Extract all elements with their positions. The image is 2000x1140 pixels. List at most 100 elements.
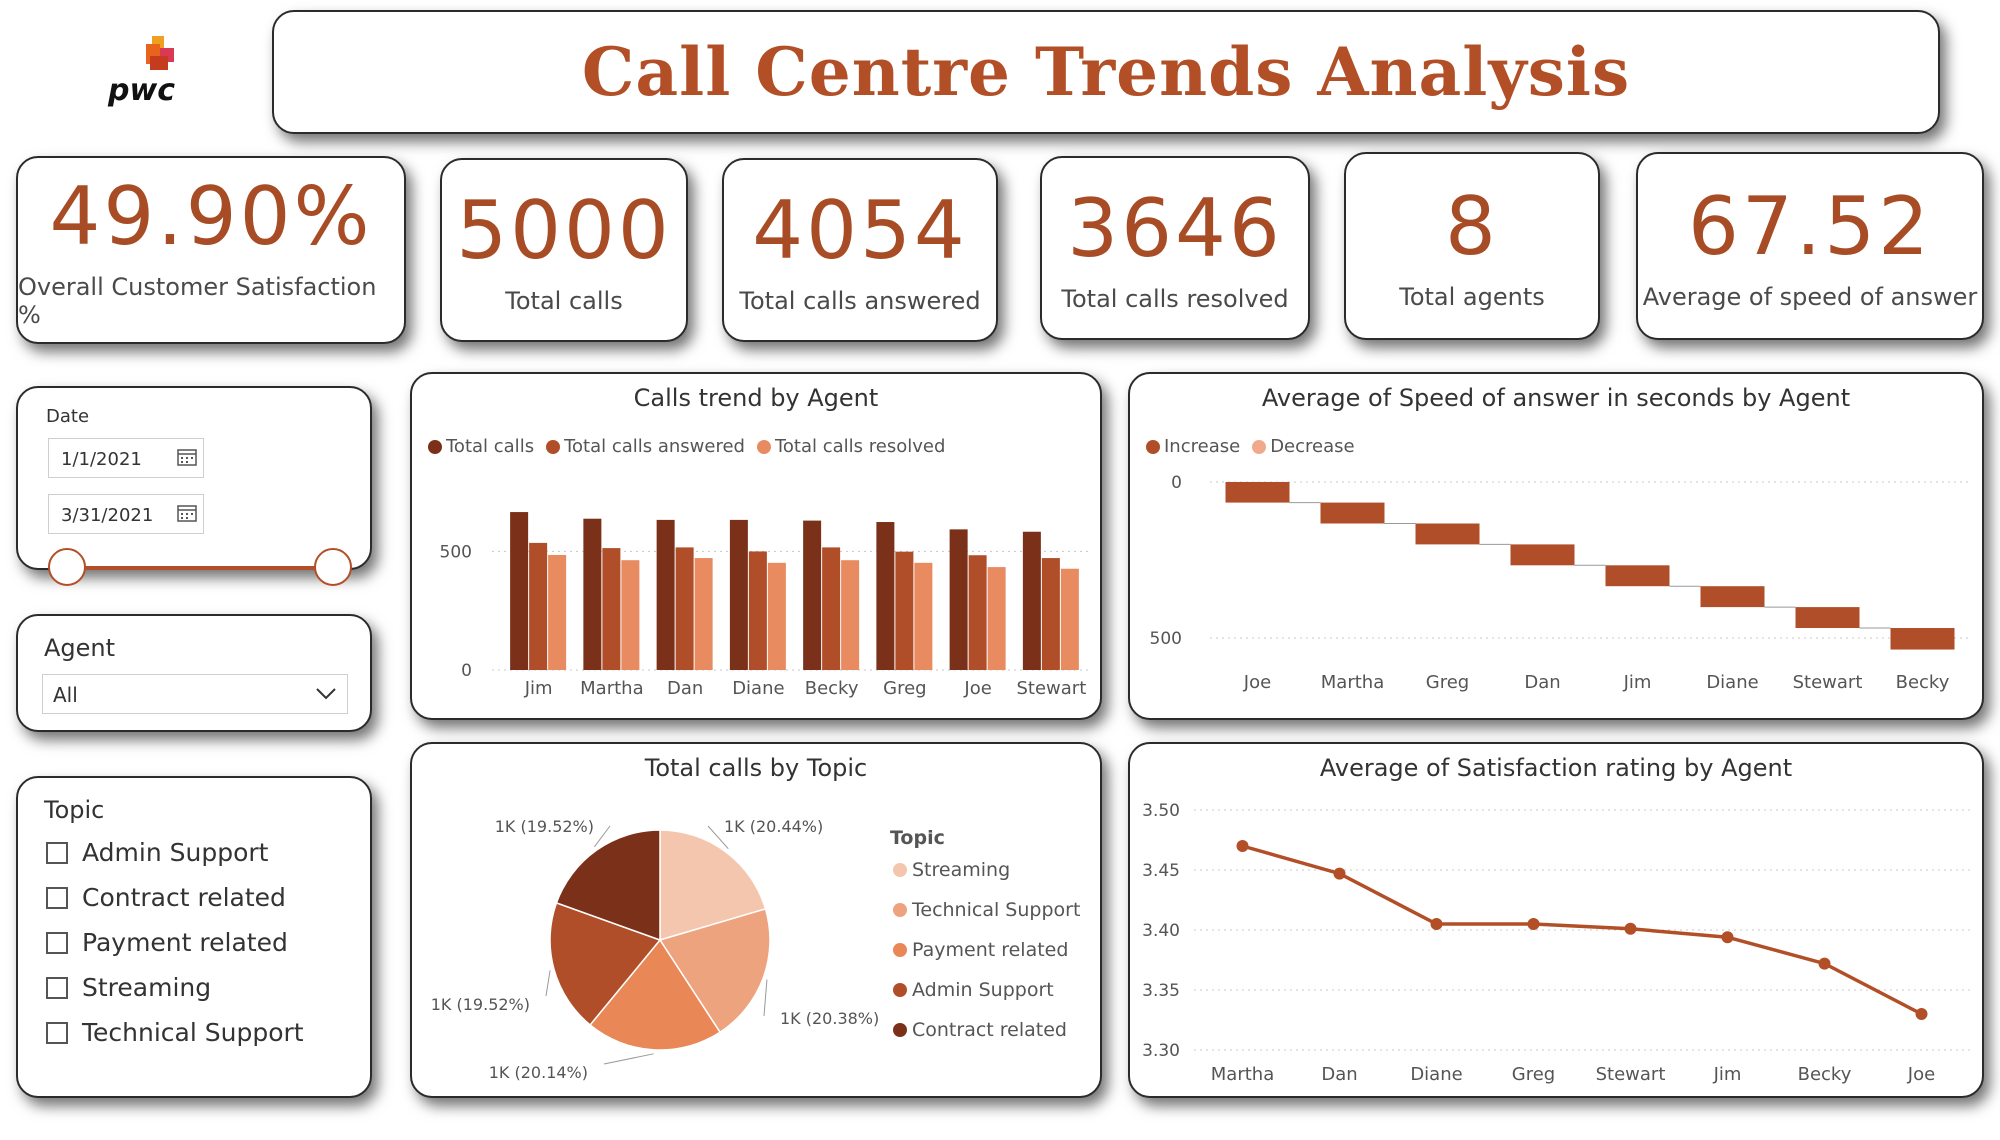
x-tick-label: Becky (1798, 1064, 1852, 1085)
kpi-value: 4054 (752, 184, 968, 277)
data-point (1333, 867, 1346, 880)
date-range-end-handle[interactable] (314, 548, 352, 586)
topic-option-label: Technical Support (82, 1018, 304, 1047)
pie-slice (549, 901, 662, 1026)
bar (621, 560, 640, 670)
bar (694, 558, 713, 670)
checkbox[interactable] (46, 841, 68, 864)
x-tick-label: Jim (1713, 1064, 1742, 1085)
kpi-label: Overall Customer Satisfaction % (18, 273, 377, 329)
calendar-icon[interactable] (177, 504, 197, 522)
legend-item[interactable]: Total calls (428, 436, 534, 457)
checkbox[interactable] (46, 931, 68, 954)
waterfall-bar (1225, 482, 1290, 503)
slice-label: 1K (20.44%) (724, 817, 823, 836)
bar (602, 548, 621, 670)
calendar-icon[interactable] (177, 448, 197, 466)
agent-slicer: Agent All (16, 614, 372, 732)
x-tick-label: Becky (805, 678, 859, 699)
kpi-card-calls-resolved: 3646 Total calls resolved (1040, 156, 1310, 340)
legend-label: Total calls answered (564, 436, 745, 457)
legend-item[interactable]: Total calls answered (546, 436, 745, 457)
pwc-logo: pwc (104, 32, 194, 112)
agent-dropdown-value: All (53, 683, 78, 707)
agent-dropdown[interactable]: All (42, 674, 348, 714)
date-range-track[interactable] (68, 566, 340, 570)
leader-line (603, 1053, 654, 1065)
x-tick-label: Dan (1524, 672, 1560, 693)
topic-option-payment-related[interactable]: Payment related (46, 928, 288, 957)
bar (1060, 568, 1079, 670)
series-line (1242, 844, 1923, 1016)
kpi-card-total-agents: 8 Total agents (1344, 152, 1600, 340)
legend-label: Streaming (912, 859, 1010, 881)
legend-item[interactable]: Decrease (1252, 436, 1355, 457)
x-tick-label: Joe (1907, 1064, 1935, 1085)
topic-option-label: Payment related (82, 928, 288, 957)
satisfaction-chart-card: Average of Satisfaction rating by Agent … (1128, 742, 1984, 1098)
topic-option-streaming[interactable]: Streaming (46, 973, 211, 1002)
topic-option-admin-support[interactable]: Admin Support (46, 838, 268, 867)
topic-slicer-label: Topic (44, 796, 105, 824)
start-date-value: 1/1/2021 (61, 449, 142, 470)
x-tick-label: Diane (1706, 672, 1758, 693)
leader-line (707, 825, 729, 850)
kpi-value: 67.52 (1687, 180, 1933, 273)
kpi-value: 5000 (456, 184, 672, 277)
checkbox[interactable] (46, 1021, 68, 1044)
legend-label: Decrease (1270, 436, 1355, 457)
x-tick-label: Martha (1321, 672, 1384, 693)
date-range-start-handle[interactable] (48, 548, 86, 586)
legend-marker (893, 943, 907, 957)
chart-title: Calls trend by Agent (633, 384, 879, 412)
start-date-input[interactable]: 1/1/2021 (48, 438, 204, 478)
end-date-value: 3/31/2021 (61, 505, 154, 526)
legend-label: Payment related (912, 939, 1068, 961)
topic-option-technical-support[interactable]: Technical Support (46, 1018, 304, 1047)
bar (583, 518, 602, 670)
legend-title: Topic (890, 827, 945, 849)
waterfall-bar (1795, 607, 1860, 629)
legend-label: Admin Support (912, 979, 1054, 1001)
x-tick-label: Jim (524, 678, 553, 699)
pie-slice (589, 938, 722, 1051)
legend-label: Total calls resolved (774, 436, 946, 457)
satisfaction-chart: 3.30 3.35 3.40 3.45 3.50 Martha Dan Diane Greg St… (1142, 801, 1970, 1085)
bar (987, 567, 1006, 670)
y-tick-label: 3.30 (1142, 1041, 1180, 1061)
speed-of-answer-chart: 0 500 Joe Martha Greg Dan Jim Diane Stewart Becky (1150, 473, 1970, 693)
checkbox[interactable] (46, 886, 68, 909)
kpi-card-satisfaction: 49.90% Overall Customer Satisfaction % (16, 156, 406, 344)
kpi-value: 49.90% (49, 170, 373, 263)
legend-marker (893, 863, 907, 877)
x-tick-label: Martha (1211, 1064, 1274, 1085)
waterfall-bar (1700, 586, 1765, 608)
legend-marker (893, 983, 907, 997)
kpi-label: Total calls resolved (1061, 285, 1289, 313)
chart-legend: Increase Decrease (1146, 436, 1359, 457)
end-date-input[interactable]: 3/31/2021 (48, 494, 204, 534)
topic-option-contract-related[interactable]: Contract related (46, 883, 286, 912)
topic-option-label: Streaming (82, 973, 212, 1002)
checkbox[interactable] (46, 976, 68, 999)
kpi-value: 8 (1445, 180, 1499, 273)
kpi-card-total-calls: 5000 Total calls (440, 158, 688, 342)
data-point (1430, 918, 1443, 930)
kpi-label: Total calls answered (739, 287, 981, 315)
legend-item[interactable]: Increase (1146, 436, 1240, 457)
waterfall-bar (1320, 502, 1385, 524)
x-tick-label: Greg (1512, 1064, 1555, 1085)
y-tick-label: 0 (1171, 473, 1182, 493)
data-point (1818, 957, 1831, 970)
kpi-label: Average of speed of answer (1642, 283, 1978, 311)
bar (729, 519, 748, 670)
date-slicer: Date 1/1/2021 3/31/2021 (16, 386, 372, 586)
legend-item[interactable]: Total calls resolved (756, 436, 946, 457)
data-point (1624, 922, 1637, 935)
legend-label: Total calls (446, 436, 535, 457)
kpi-label: Total calls (505, 287, 623, 315)
topic-option-label: Contract related (82, 883, 286, 912)
y-tick-label: 3.40 (1142, 921, 1180, 941)
x-tick-label: Joe (963, 678, 991, 699)
chart-title: Average of Speed of answer in seconds by… (1261, 384, 1851, 412)
